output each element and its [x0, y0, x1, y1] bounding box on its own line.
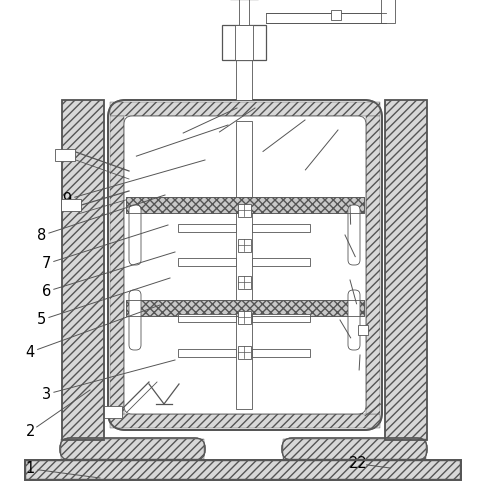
Text: 17: 17	[349, 256, 368, 271]
Bar	[236, 60, 252, 100]
Bar	[126, 197, 364, 213]
Bar	[238, 346, 251, 359]
Bar	[55, 149, 75, 161]
Bar	[235, 25, 253, 60]
Bar	[238, 311, 251, 324]
Bar	[62, 100, 104, 440]
Bar	[236, 121, 252, 409]
Bar	[178, 258, 236, 266]
Bar	[266, 13, 386, 23]
Bar	[61, 439, 204, 459]
Text: 3: 3	[42, 387, 51, 402]
Bar	[61, 199, 81, 211]
Bar	[385, 100, 427, 440]
Text: 9: 9	[62, 192, 72, 207]
Text: 22: 22	[349, 456, 368, 471]
Bar	[239, 0, 249, 25]
Text: 18: 18	[349, 304, 368, 319]
FancyBboxPatch shape	[60, 438, 205, 460]
Bar	[110, 116, 124, 414]
Bar	[238, 239, 251, 252]
Bar	[104, 406, 122, 418]
Bar	[366, 116, 380, 414]
Bar	[238, 204, 251, 217]
Bar	[110, 414, 380, 428]
Bar	[238, 276, 251, 289]
Text: 2: 2	[25, 424, 35, 439]
Text: 14: 14	[291, 169, 310, 184]
Text: 20: 20	[349, 371, 368, 385]
Bar	[178, 349, 236, 357]
Bar	[381, 0, 395, 23]
Text: 12: 12	[204, 129, 222, 144]
Bar	[385, 100, 427, 440]
Text: 19: 19	[346, 337, 364, 352]
Bar	[62, 100, 104, 440]
Bar	[110, 102, 380, 116]
Text: 21: 21	[349, 413, 368, 428]
FancyBboxPatch shape	[282, 438, 427, 460]
Bar	[178, 224, 236, 232]
Text: 11: 11	[167, 129, 185, 144]
FancyBboxPatch shape	[124, 116, 366, 414]
FancyBboxPatch shape	[108, 100, 382, 430]
FancyBboxPatch shape	[129, 205, 141, 265]
Bar	[26, 461, 460, 479]
Bar	[252, 349, 310, 357]
Text: 7: 7	[41, 256, 51, 271]
Text: 10: 10	[120, 151, 138, 166]
Text: 4: 4	[25, 345, 35, 360]
Text: 8: 8	[36, 228, 46, 243]
Bar	[222, 25, 266, 60]
Bar	[126, 300, 364, 316]
Bar	[252, 314, 310, 322]
Text: 16: 16	[342, 225, 360, 240]
Bar	[252, 258, 310, 266]
Bar	[126, 197, 364, 213]
Bar	[25, 460, 461, 480]
Bar	[178, 314, 236, 322]
Bar	[358, 325, 368, 335]
Bar	[126, 300, 364, 316]
Text: 5: 5	[36, 312, 46, 327]
FancyBboxPatch shape	[129, 290, 141, 350]
Bar	[331, 10, 341, 20]
FancyBboxPatch shape	[348, 290, 360, 350]
Bar	[252, 224, 310, 232]
Bar	[25, 460, 461, 480]
Text: 13: 13	[247, 149, 266, 164]
Text: 6: 6	[41, 284, 51, 299]
Text: 1: 1	[25, 461, 35, 476]
Bar	[283, 439, 426, 459]
FancyBboxPatch shape	[348, 205, 360, 265]
